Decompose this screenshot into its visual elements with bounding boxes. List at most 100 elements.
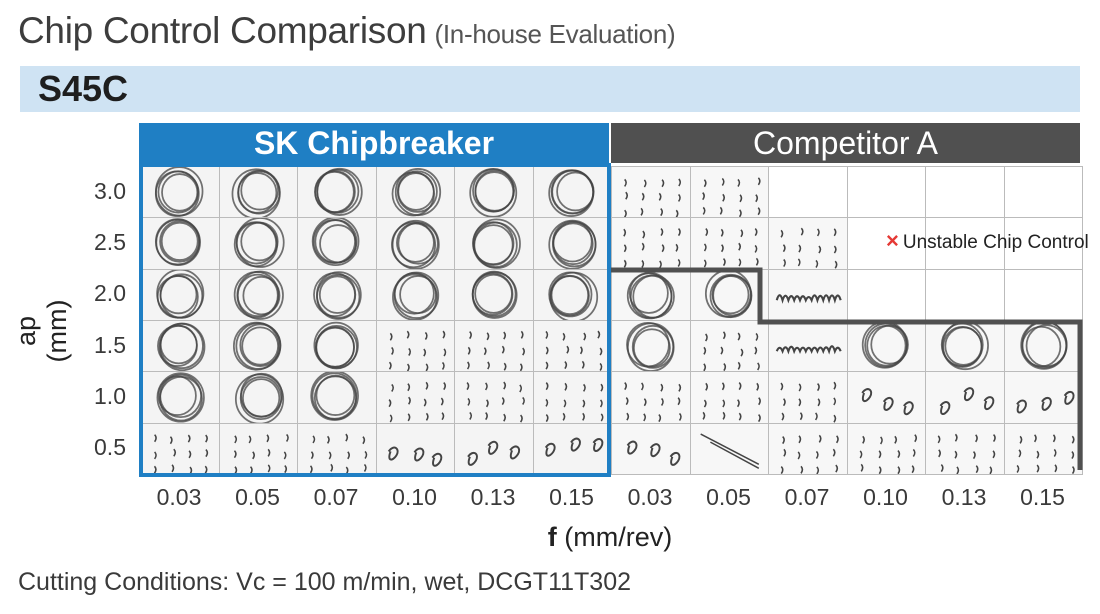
panel-header-sk: SK Chipbreaker	[139, 123, 609, 163]
x-tick-label: 0.10	[392, 484, 437, 510]
chip-image	[391, 168, 441, 217]
material-label: S45C	[38, 68, 129, 109]
chip-image	[780, 434, 839, 474]
chip-cell-competitor-ap2.5-f0.03	[612, 218, 691, 270]
chip-cell-competitor-ap2.0-f0.07	[769, 269, 848, 321]
chip-image	[775, 293, 842, 304]
y-tick-label: 1.0	[94, 383, 126, 409]
chip-image	[156, 372, 205, 423]
y-tick-label: 0.5	[94, 434, 126, 461]
chip-image	[701, 382, 761, 423]
chip-image	[939, 387, 995, 416]
unstable-annotation-label: Unstable Chip Control	[902, 232, 1089, 253]
x-tick-label: 0.15	[549, 484, 594, 510]
chip-cell-sk-ap0.5-f0.13	[455, 423, 534, 475]
chip-image	[467, 440, 521, 466]
chip-cell-sk-ap1.0-f0.13	[455, 372, 534, 424]
chip-cell-sk-ap1.5-f0.13	[455, 320, 534, 373]
chip-cell-sk-ap3.0-f0.03	[141, 167, 220, 219]
chip-cell-sk-ap2.0-f0.03	[141, 269, 220, 321]
chip-cell-competitor-ap3.0-f0.13	[926, 167, 1005, 219]
chip-image	[1019, 320, 1068, 370]
chip-image	[233, 218, 285, 269]
chip-cell-sk-ap1.0-f0.03	[141, 372, 220, 424]
chip-cell-competitor-ap1.0-f0.10	[847, 372, 926, 424]
chip-cell-sk-ap0.5-f0.07	[298, 423, 377, 475]
chip-cell-competitor-ap1.0-f0.13	[926, 372, 1005, 424]
chip-cell-competitor-ap1.0-f0.03	[612, 372, 691, 424]
chip-cell-sk-ap0.5-f0.15	[533, 423, 612, 475]
chip-image	[391, 271, 439, 320]
chip-cell-sk-ap2.0-f0.15	[533, 269, 612, 321]
chip-image	[702, 331, 760, 372]
chip-image	[940, 320, 989, 371]
chip-cell-sk-ap3.0-f0.07	[298, 167, 377, 219]
chip-cell-competitor-ap2.0-f0.03	[612, 269, 691, 321]
y-tick-label: 2.5	[94, 229, 126, 255]
chip-cell-competitor-ap2.5-f0.10	[847, 218, 926, 270]
chip-cell-sk-ap3.0-f0.13	[455, 167, 534, 219]
chip-cell-competitor-ap2.5-f0.07	[769, 218, 848, 270]
chip-cell-competitor-ap0.5-f0.07	[769, 423, 848, 475]
chip-cell-sk-ap2.0-f0.10	[376, 269, 455, 321]
chip-cell-competitor-ap2.0-f0.13	[926, 269, 1005, 321]
chip-image	[388, 382, 446, 423]
x-tick-label: 0.07	[313, 484, 359, 510]
chip-image	[859, 433, 917, 474]
chip-image	[861, 320, 909, 369]
chip-cell-sk-ap1.0-f0.10	[376, 372, 455, 424]
y-tick-label: 1.5	[94, 331, 126, 358]
chip-image	[544, 437, 603, 457]
chip-cell-competitor-ap3.0-f0.03	[612, 167, 691, 219]
chip-image	[387, 446, 442, 467]
chip-cell-sk-ap0.5-f0.05	[219, 423, 298, 475]
chip-cell-competitor-ap1.0-f0.07	[769, 372, 848, 424]
chip-image	[388, 330, 446, 372]
chip-cell-sk-ap1.0-f0.07	[298, 372, 377, 424]
chip-cell-competitor-ap0.5-f0.05	[690, 423, 769, 475]
chip-image	[157, 322, 206, 372]
chip-cell-competitor-ap1.5-f0.07	[769, 320, 848, 373]
chip-image	[623, 228, 681, 269]
page-subtitle: (In-house Evaluation)	[434, 19, 676, 49]
chip-image	[699, 433, 759, 469]
chip-image	[780, 227, 838, 269]
chip-cell-sk-ap2.5-f0.13	[455, 218, 534, 270]
cutting-conditions: Cutting Conditions: Vc = 100 m/min, wet,…	[18, 568, 632, 596]
chip-image	[471, 270, 518, 319]
chip-image	[469, 168, 518, 218]
y-tick-label: 2.0	[94, 280, 126, 307]
x-tick-label: 0.13	[941, 484, 987, 510]
chip-cell-sk-ap2.5-f0.05	[219, 218, 298, 270]
x-tick-label: 0.10	[863, 484, 908, 510]
chip-cell-competitor-ap2.0-f0.05	[690, 269, 769, 321]
chip-image	[233, 433, 289, 474]
chip-image	[1016, 433, 1075, 474]
x-tick-label: 0.15	[1020, 484, 1065, 510]
chip-image	[466, 381, 525, 423]
chip-image	[310, 372, 359, 422]
chip-cell-sk-ap3.0-f0.05	[219, 167, 298, 219]
chip-image	[780, 381, 837, 423]
chip-cell-sk-ap1.0-f0.05	[219, 372, 298, 424]
chip-image	[544, 330, 602, 371]
chip-image	[472, 218, 521, 269]
chip-cell-competitor-ap0.5-f0.13	[926, 423, 1005, 475]
chip-image	[311, 218, 360, 267]
chip-image	[626, 271, 675, 319]
chip-image	[390, 220, 440, 269]
chip-cell-sk-ap2.0-f0.05	[219, 269, 298, 321]
x-tick-label: 0.07	[784, 484, 830, 510]
x-tick-label: 0.03	[627, 484, 673, 510]
chip-image	[1015, 391, 1075, 414]
chip-image	[314, 167, 363, 216]
x-tick-label: 0.05	[235, 484, 280, 510]
chip-image	[156, 269, 205, 319]
chip-cell-sk-ap1.5-f0.10	[376, 320, 455, 373]
page-title: Chip Control Comparison (In-house Evaluat…	[18, 10, 676, 51]
chip-cell-competitor-ap0.5-f0.10	[847, 423, 926, 475]
chip-image	[466, 330, 525, 372]
chip-cell-competitor-ap0.5-f0.15	[1004, 423, 1083, 475]
x-tick-label: 0.03	[156, 484, 202, 510]
chip-cell-competitor-ap3.0-f0.10	[847, 167, 926, 219]
